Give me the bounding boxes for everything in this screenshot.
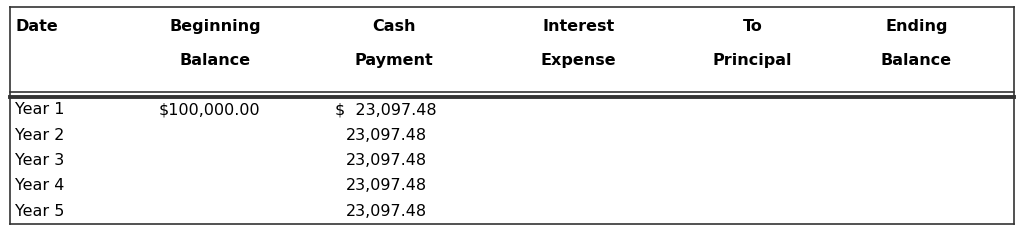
Text: Year 3: Year 3: [15, 153, 65, 168]
Text: Cash: Cash: [373, 19, 416, 33]
Text: Expense: Expense: [541, 53, 616, 67]
Text: Balance: Balance: [881, 53, 952, 67]
Text: Date: Date: [15, 19, 58, 33]
Text: Year 1: Year 1: [15, 102, 65, 117]
Text: Payment: Payment: [355, 53, 433, 67]
Text: Ending: Ending: [885, 19, 948, 33]
Text: Principal: Principal: [713, 53, 793, 67]
Text: $  23,097.48: $ 23,097.48: [335, 102, 437, 117]
Text: 23,097.48: 23,097.48: [345, 204, 427, 219]
Text: To: To: [742, 19, 763, 33]
Text: $100,000.00: $100,000.00: [159, 102, 261, 117]
Text: Interest: Interest: [543, 19, 614, 33]
Text: Year 4: Year 4: [15, 179, 65, 193]
Text: Year 5: Year 5: [15, 204, 65, 219]
Text: 23,097.48: 23,097.48: [345, 153, 427, 168]
Text: Year 2: Year 2: [15, 128, 65, 143]
Text: Balance: Balance: [179, 53, 251, 67]
Text: Beginning: Beginning: [169, 19, 261, 33]
Text: 23,097.48: 23,097.48: [345, 179, 427, 193]
Text: 23,097.48: 23,097.48: [345, 128, 427, 143]
